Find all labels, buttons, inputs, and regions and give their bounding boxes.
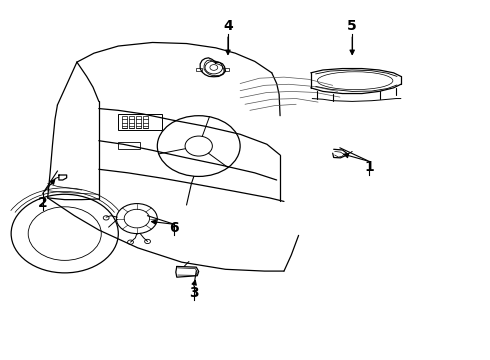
Bar xyxy=(122,116,127,128)
Bar xyxy=(143,116,147,128)
Bar xyxy=(196,68,202,71)
Text: 6: 6 xyxy=(170,221,179,235)
Bar xyxy=(129,116,134,128)
Text: 5: 5 xyxy=(347,19,357,33)
Text: 3: 3 xyxy=(189,285,198,300)
Text: 2: 2 xyxy=(38,196,48,210)
Bar xyxy=(223,68,229,71)
Text: 4: 4 xyxy=(223,19,233,33)
Bar xyxy=(118,114,162,130)
Bar xyxy=(118,142,140,149)
Text: 1: 1 xyxy=(365,161,374,175)
Bar xyxy=(136,116,141,128)
